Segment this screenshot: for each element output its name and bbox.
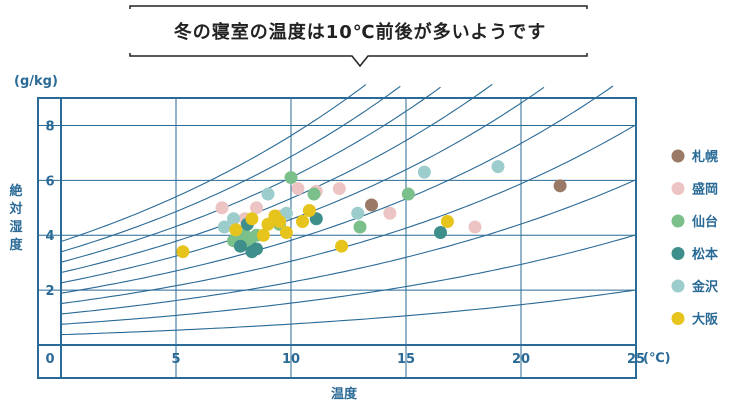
legend-marker-kanazawa: [671, 279, 685, 293]
point-kanazawa: [217, 220, 231, 234]
legend-marker-sapporo: [671, 149, 685, 163]
x-axis-title: 温度: [331, 386, 358, 402]
point-morioka: [468, 220, 482, 234]
rh-curve-10: [60, 289, 637, 336]
y-axis-title: 絶対湿度: [8, 183, 23, 253]
point-kanazawa: [491, 160, 505, 174]
zero-tick-label: 0: [45, 352, 54, 367]
rh-curve-40: [60, 124, 637, 305]
legend-label-sapporo: 札幌: [691, 149, 718, 165]
point-osaka: [229, 223, 243, 237]
legend-label-matsumoto: 松本: [692, 247, 718, 263]
point-sapporo: [553, 179, 567, 193]
x-unit-label: (℃): [643, 351, 671, 366]
rh-curve-90: [60, 85, 401, 253]
point-osaka: [273, 215, 286, 228]
y-tick-label: 2: [45, 284, 54, 299]
point-kanazawa: [227, 212, 240, 226]
chart-grid: [38, 98, 636, 378]
point-morioka: [383, 206, 397, 220]
callout-bubble: [129, 5, 588, 68]
y-tick-label: 4: [45, 229, 54, 244]
legend-label-kanazawa: 金沢: [691, 279, 719, 295]
x-tick-label: 15: [397, 352, 415, 367]
point-osaka: [440, 215, 454, 228]
legend-label-osaka: 大阪: [692, 312, 719, 328]
x-tick-label: 20: [512, 352, 530, 367]
rh-curve-100: [60, 84, 367, 243]
legend-label-sendai: 仙台: [692, 214, 718, 230]
rh-curve-50: [60, 85, 614, 294]
point-matsumoto: [434, 225, 447, 239]
point-sapporo: [365, 198, 378, 212]
point-osaka: [279, 225, 293, 239]
rh-curve-70: [60, 83, 493, 274]
y-tick-label: 6: [45, 174, 54, 189]
point-sendai: [307, 187, 321, 201]
chart-frame: [37, 97, 637, 379]
point-osaka: [335, 239, 349, 253]
point-kanazawa: [351, 206, 365, 220]
legend-marker-osaka: [671, 312, 685, 325]
point-matsumoto: [233, 239, 247, 253]
rh-curve-80: [60, 86, 441, 263]
relative-humidity-curves: [60, 83, 637, 336]
rh-curve-20: [60, 234, 637, 325]
plot-border: [37, 97, 637, 379]
point-kanazawa: [261, 187, 275, 201]
x-tick-label: 10: [282, 352, 300, 367]
legend-marker-sendai: [671, 214, 685, 228]
point-sendai: [284, 171, 298, 185]
point-osaka: [296, 215, 309, 228]
point-morioka: [250, 201, 263, 215]
legend-label-morioka: 盛岡: [692, 182, 718, 198]
point-sendai: [353, 220, 367, 234]
point-morioka: [215, 201, 229, 215]
point-kanazawa: [417, 165, 431, 179]
data-points: [176, 160, 567, 259]
point-matsumoto: [250, 242, 263, 256]
point-osaka: [302, 204, 316, 218]
x-tick-label: 25: [627, 352, 645, 367]
legend-marker-matsumoto: [671, 247, 685, 260]
x-tick-label: 5: [171, 352, 180, 367]
point-osaka: [245, 212, 259, 226]
point-morioka: [332, 182, 346, 196]
point-morioka: [291, 182, 305, 196]
tick-labels: 5 10 15 20 25 2 4 6 8 0: [45, 119, 645, 367]
legend-marker-morioka: [671, 182, 685, 195]
rh-curve-30: [60, 179, 637, 315]
chart-title: 冬の寝室の温度は10℃前後が多いようです: [173, 22, 547, 43]
point-sendai: [401, 187, 415, 201]
y-tick-label: 8: [45, 119, 54, 134]
point-osaka: [176, 245, 190, 259]
point-osaka: [256, 228, 270, 242]
y-unit-label: (g/kg): [14, 74, 58, 89]
